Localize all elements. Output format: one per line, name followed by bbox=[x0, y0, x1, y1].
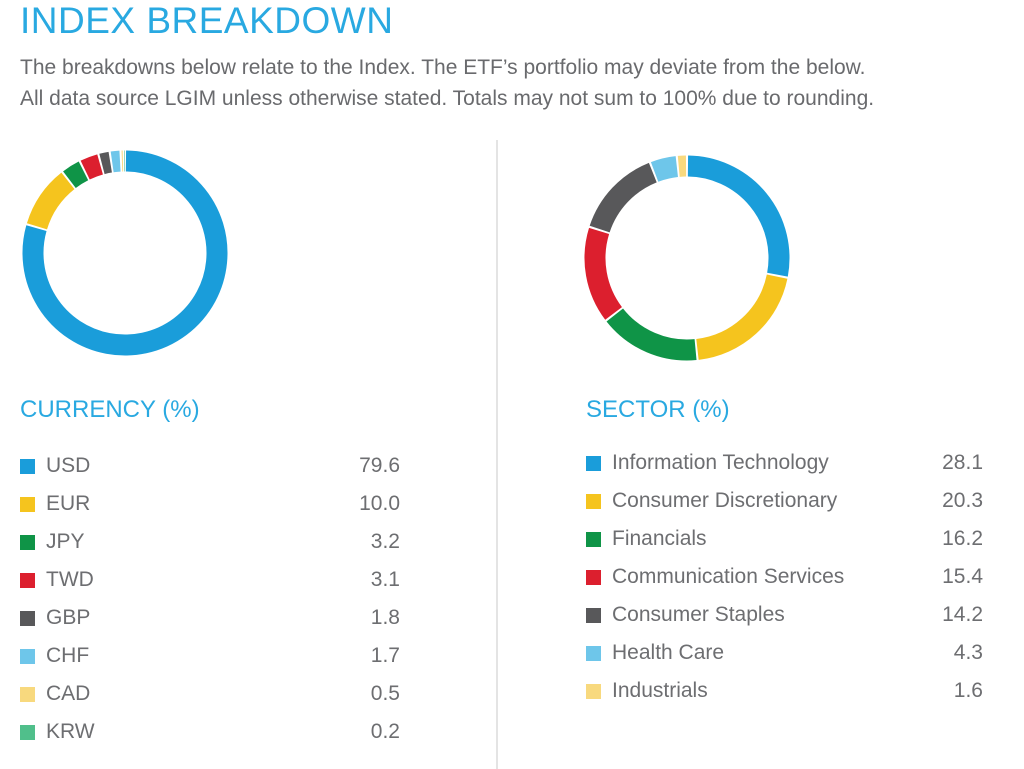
legend-row: KRW 0.2 bbox=[20, 713, 400, 751]
legend-row: GBP 1.8 bbox=[20, 599, 400, 637]
legend-value: 0.5 bbox=[370, 682, 400, 705]
legend-row: Financials 16.2 bbox=[586, 520, 983, 558]
legend-label: JPY bbox=[46, 530, 85, 553]
page-title: INDEX BREAKDOWN bbox=[20, 0, 394, 41]
legend-value: 1.8 bbox=[370, 606, 400, 629]
donut-segment-eur bbox=[26, 172, 75, 230]
donut-segment-financials bbox=[606, 308, 697, 361]
currency-section-heading: CURRENCY (%) bbox=[20, 396, 200, 423]
legend-label: Communication Services bbox=[612, 565, 845, 588]
legend-label: EUR bbox=[46, 492, 91, 515]
donut-segment-usd bbox=[22, 150, 228, 356]
legend-row: JPY 3.2 bbox=[20, 523, 400, 561]
legend-label: CHF bbox=[46, 644, 90, 667]
legend-label: TWD bbox=[46, 568, 94, 591]
sector-donut-chart bbox=[584, 155, 790, 361]
legend-row: USD 79.6 bbox=[20, 447, 400, 485]
donut-segment-consumer-staples bbox=[589, 162, 658, 233]
legend-swatch-icon bbox=[586, 455, 601, 471]
legend-label: KRW bbox=[46, 720, 95, 743]
legend-label: Financials bbox=[612, 527, 707, 550]
legend-swatch-icon bbox=[586, 493, 601, 509]
legend-swatch-icon bbox=[586, 683, 601, 699]
legend-row: CAD 0.5 bbox=[20, 675, 400, 713]
legend-label: Health Care bbox=[612, 641, 725, 664]
legend-swatch-icon bbox=[20, 572, 35, 588]
donut-segment-health-care bbox=[650, 156, 679, 182]
donut-segment-information-technology bbox=[687, 155, 790, 277]
subtitle-line-2: All data source LGIM unless otherwise st… bbox=[20, 87, 875, 110]
legend-swatch-icon bbox=[20, 496, 35, 512]
legend-swatch-icon bbox=[20, 610, 35, 626]
legend-value: 20.3 bbox=[942, 489, 983, 512]
legend-value: 0.2 bbox=[370, 720, 400, 743]
legend-value: 10.0 bbox=[359, 492, 400, 515]
legend-label: USD bbox=[46, 454, 91, 477]
legend-row: Health Care 4.3 bbox=[586, 634, 983, 672]
legend-row: TWD 3.1 bbox=[20, 561, 400, 599]
sector-section-heading: SECTOR (%) bbox=[586, 396, 730, 423]
legend-row: Communication Services 15.4 bbox=[586, 558, 983, 596]
donut-segment-jpy bbox=[63, 161, 89, 189]
legend-swatch-icon bbox=[586, 531, 601, 547]
legend-label: Consumer Staples bbox=[612, 603, 785, 626]
donut-segment-chf bbox=[110, 150, 121, 173]
legend-row: Information Technology 28.1 bbox=[586, 444, 983, 482]
legend-swatch-icon bbox=[20, 534, 35, 550]
legend-label: CAD bbox=[46, 682, 91, 705]
legend-value: 16.2 bbox=[942, 527, 983, 550]
donut-segment-twd bbox=[80, 154, 104, 180]
legend-value: 14.2 bbox=[942, 603, 983, 626]
legend-row: Industrials 1.6 bbox=[586, 672, 983, 710]
legend-row: EUR 10.0 bbox=[20, 485, 400, 523]
legend-label: GBP bbox=[46, 606, 91, 629]
legend-swatch-icon bbox=[586, 607, 601, 623]
legend-swatch-icon bbox=[20, 458, 35, 474]
vertical-divider bbox=[496, 140, 498, 769]
legend-swatch-icon bbox=[20, 648, 35, 664]
donut-segment-gbp bbox=[99, 151, 113, 175]
legend-swatch-icon bbox=[20, 724, 35, 740]
sector-legend: Information Technology 28.1 Consumer Dis… bbox=[586, 444, 983, 710]
donut-segment-communication-services bbox=[584, 227, 623, 320]
legend-value: 3.2 bbox=[370, 530, 400, 553]
legend-row: Consumer Discretionary 20.3 bbox=[586, 482, 983, 520]
legend-value: 1.6 bbox=[953, 679, 983, 702]
legend-value: 1.7 bbox=[370, 644, 400, 667]
legend-label: Industrials bbox=[612, 679, 708, 702]
legend-value: 15.4 bbox=[942, 565, 983, 588]
legend-swatch-icon bbox=[20, 686, 35, 702]
legend-label: Information Technology bbox=[612, 451, 829, 474]
legend-row: Consumer Staples 14.2 bbox=[586, 596, 983, 634]
legend-value: 4.3 bbox=[953, 641, 983, 664]
legend-row: CHF 1.7 bbox=[20, 637, 400, 675]
donut-segment-consumer-discretionary bbox=[695, 274, 788, 360]
legend-swatch-icon bbox=[586, 569, 601, 585]
page-subtitle: The breakdowns below relate to the Index… bbox=[20, 52, 874, 114]
legend-value: 28.1 bbox=[942, 451, 983, 474]
currency-donut-chart bbox=[22, 150, 228, 356]
currency-legend: USD 79.6 EUR 10.0 JPY 3.2 TWD 3.1 GBP 1.… bbox=[20, 447, 400, 751]
subtitle-line-1: The breakdowns below relate to the Index… bbox=[20, 56, 866, 79]
legend-label: Consumer Discretionary bbox=[612, 489, 838, 512]
legend-value: 79.6 bbox=[359, 454, 400, 477]
legend-swatch-icon bbox=[586, 645, 601, 661]
legend-value: 3.1 bbox=[370, 568, 400, 591]
